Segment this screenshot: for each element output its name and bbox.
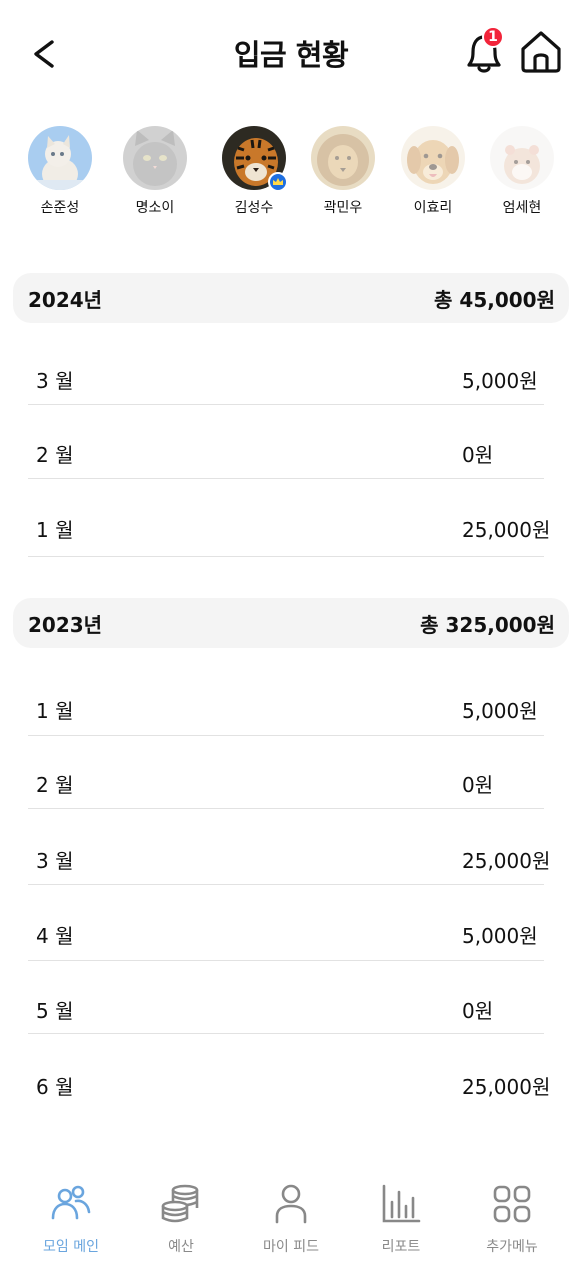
tab-label: 추가메뉴 [486,1239,538,1255]
tab-report[interactable]: 리포트 [346,1180,456,1256]
grid-icon [493,1185,531,1223]
page-title: 입금 현황 [233,38,349,72]
amount-value: 25,000원 [462,849,551,873]
member-name: 김성수 [234,200,274,216]
member-item[interactable]: 이효리 [395,126,471,217]
month-label: 1 월 [36,518,74,542]
member-name: 손준성 [40,200,80,216]
member-name: 이효리 [413,200,453,216]
dog-avatar-icon [401,126,465,190]
person-icon [275,1184,307,1224]
row-divider [28,960,544,961]
month-label: 1 월 [36,699,74,723]
amount-value: 0원 [462,773,494,797]
month-label: 2 월 [36,443,74,467]
amount-value: 25,000원 [462,1075,551,1099]
row-divider [28,556,544,557]
tab-more-menu[interactable]: 추가메뉴 [457,1180,567,1256]
amount-value: 5,000원 [462,369,538,393]
notification-badge: 1 [482,26,504,48]
kitten-avatar-icon [28,126,92,190]
chevron-left-icon [34,40,54,68]
avatar [401,126,465,190]
row-divider [28,1033,544,1034]
row-divider [28,478,544,479]
avatar [28,126,92,190]
row-divider [28,404,544,405]
home-button[interactable] [518,28,564,76]
tab-group-main[interactable]: 모임 메인 [16,1180,126,1256]
month-label: 6 월 [36,1075,74,1099]
year-label: 2024년 [28,287,103,312]
tab-label: 리포트 [381,1239,421,1255]
member-item[interactable]: 김성수 [216,126,292,217]
notification-button[interactable]: 1 [462,26,506,76]
year-total: 총 45,000원 [434,287,555,312]
avatar [222,126,288,192]
leader-crown-badge [268,172,288,192]
hamster-avatar-icon [490,126,554,190]
amount-value: 5,000원 [462,924,538,948]
month-label: 3 월 [36,849,74,873]
row-divider [28,735,544,736]
row-divider [28,884,544,885]
year-total: 총 325,000원 [420,612,555,637]
year-header: 2024년 총 45,000원 [13,273,569,323]
people-icon [51,1185,91,1220]
member-item[interactable]: 곽민우 [305,126,381,217]
member-list: 손준성 명소이 [0,120,582,230]
cat-avatar-icon [123,126,187,190]
lion-avatar-icon [311,126,375,190]
amount-value: 0원 [462,999,494,1023]
member-name: 곽민우 [323,200,363,216]
year-header: 2023년 총 325,000원 [13,598,569,648]
tab-label: 예산 [168,1239,194,1255]
member-name: 명소이 [135,200,175,216]
top-app-bar: 입금 현황 1 [0,0,582,104]
month-label: 2 월 [36,773,74,797]
month-label: 4 월 [36,924,74,948]
amount-value: 5,000원 [462,699,538,723]
tab-label: 마이 피드 [263,1239,319,1255]
amount-value: 25,000원 [462,518,551,542]
crown-icon [273,178,283,185]
member-item[interactable]: 엄세현 [484,126,560,217]
coins-icon [161,1184,199,1223]
member-item[interactable]: 명소이 [117,126,193,217]
avatar [123,126,187,190]
amount-value: 0원 [462,443,494,467]
tab-budget[interactable]: 예산 [126,1180,236,1256]
tab-label: 모임 메인 [43,1239,99,1255]
tab-my-feed[interactable]: 마이 피드 [236,1180,346,1256]
avatar [490,126,554,190]
row-divider [28,808,544,809]
home-icon [521,31,561,73]
bar-chart-icon [382,1184,421,1223]
member-name: 엄세현 [502,200,542,216]
member-item[interactable]: 손준성 [22,126,98,217]
month-label: 5 월 [36,999,74,1023]
avatar [311,126,375,190]
bottom-tab-bar: 모임 메인 예산 마이 피드 리포트 [0,1170,582,1264]
month-label: 3 월 [36,369,74,393]
back-button[interactable] [24,30,64,78]
year-label: 2023년 [28,612,103,637]
